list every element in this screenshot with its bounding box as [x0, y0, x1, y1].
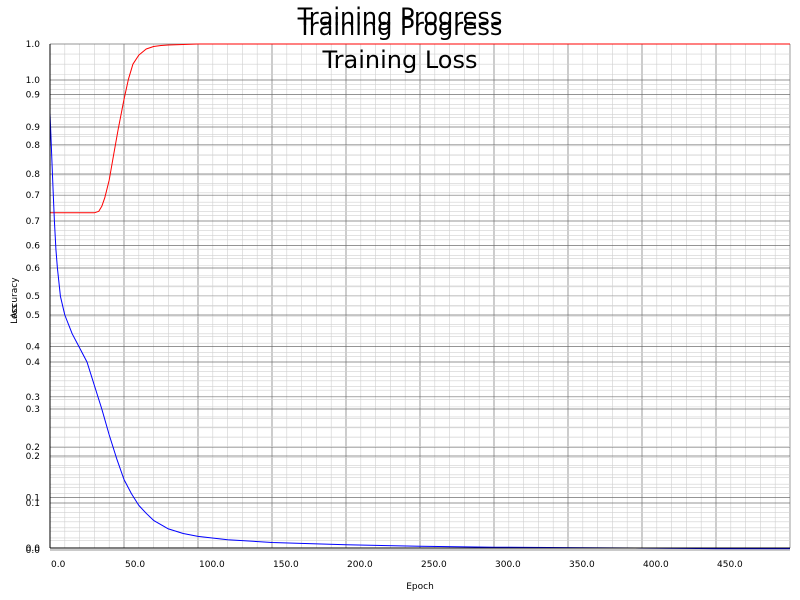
y-tick-label-accuracy: 0.5 [26, 292, 40, 302]
y-tick-label-loss: 0.1 [26, 499, 40, 509]
y-tick-label-accuracy: 0.4 [26, 342, 41, 352]
x-tick-label: 200.0 [347, 560, 373, 570]
x-tick-label: 250.0 [421, 560, 447, 570]
tick-labels: 0.0 50.0 100.0 150.0 200.0 250.0 300.0 350.0 400… [26, 40, 743, 570]
y-tick-label-loss: 0.5 [26, 311, 40, 321]
y-tick-label-accuracy: 0.7 [26, 191, 40, 201]
y-axis-label-loss: Loss [10, 304, 20, 324]
y-tick-label-loss: 0.6 [26, 264, 41, 274]
y-tick-label-loss: 0.9 [26, 123, 41, 133]
y-tick-label-loss: 0.0 [26, 546, 41, 556]
y-tick-label-accuracy: 0.1 [26, 494, 40, 504]
chart-title-2: Training Progress [297, 13, 503, 41]
y-tick-label-loss: 0.8 [26, 170, 41, 180]
chart-title-1: Training Progress [297, 3, 503, 31]
y-axis-label-accuracy: Accuracy [10, 277, 20, 319]
x-tick-label: 400.0 [643, 560, 669, 570]
chart-title-3: Training Loss [322, 46, 478, 74]
plot-grid [49, 43, 791, 551]
y-tick-label-loss: 1.0 [26, 76, 41, 86]
y-tick-label-accuracy: 0.0 [26, 544, 41, 554]
series-layer [49, 43, 790, 550]
y-tick-label-accuracy: 0.6 [26, 242, 41, 252]
x-tick-label: 350.0 [569, 560, 595, 570]
y-tick-label-accuracy: 0.3 [26, 393, 40, 403]
y-tick-label-accuracy: 0.8 [26, 141, 41, 151]
y-tick-label-loss: 0.4 [26, 358, 41, 368]
y-tick-label-loss: 0.2 [26, 452, 40, 462]
y-tick-label-accuracy: 0.9 [26, 90, 41, 100]
x-tick-label: 150.0 [273, 560, 299, 570]
plot-axes [49, 44, 790, 549]
x-tick-label: 100.0 [199, 560, 225, 570]
x-tick-label: 50.0 [125, 560, 145, 570]
x-axis-label: Epoch [406, 582, 434, 592]
accuracy-series-line [50, 43, 790, 214]
y-tick-label-accuracy: 1.0 [26, 40, 41, 50]
loss-series-line [49, 112, 790, 550]
y-tick-label-loss: 0.7 [26, 217, 40, 227]
x-tick-label: 300.0 [495, 560, 521, 570]
y-tick-label-loss: 0.3 [26, 405, 40, 415]
y-tick-label-accuracy: 0.2 [26, 443, 40, 453]
x-tick-label: 450.0 [717, 560, 743, 570]
x-tick-label: 0.0 [51, 560, 66, 570]
